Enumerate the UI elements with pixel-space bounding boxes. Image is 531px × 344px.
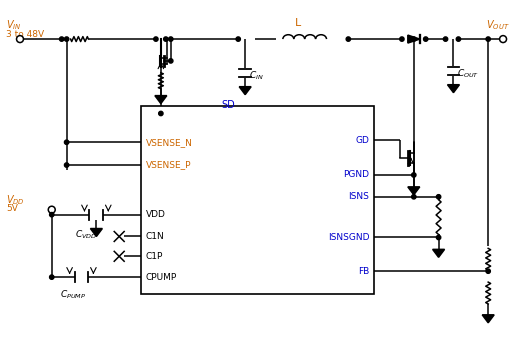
Text: $C_{VDD}$: $C_{VDD}$	[74, 228, 97, 241]
Polygon shape	[408, 35, 419, 43]
Circle shape	[436, 235, 441, 240]
Circle shape	[412, 173, 416, 177]
Circle shape	[400, 37, 404, 41]
Circle shape	[412, 37, 416, 41]
Text: CPUMP: CPUMP	[146, 273, 177, 282]
Circle shape	[59, 37, 64, 41]
Circle shape	[49, 275, 54, 279]
Text: FB: FB	[358, 267, 369, 276]
Text: C1N: C1N	[146, 232, 165, 241]
Bar	[141, 106, 374, 294]
Polygon shape	[155, 96, 167, 104]
Circle shape	[443, 37, 448, 41]
Text: GD: GD	[355, 136, 369, 145]
Circle shape	[486, 37, 490, 41]
Polygon shape	[448, 85, 459, 93]
Text: 3 to 48V: 3 to 48V	[6, 30, 44, 39]
Text: ISNS: ISNS	[348, 192, 369, 201]
Circle shape	[168, 59, 173, 63]
Circle shape	[159, 111, 163, 116]
Circle shape	[456, 37, 460, 41]
Text: $V_{IN}$: $V_{IN}$	[6, 18, 22, 32]
Circle shape	[64, 140, 69, 144]
Text: SD: SD	[221, 99, 235, 109]
Text: VSENSE_P: VSENSE_P	[146, 161, 192, 170]
Text: ISNSGND: ISNSGND	[328, 233, 369, 242]
Text: PGND: PGND	[343, 171, 369, 180]
Text: 5V: 5V	[6, 204, 18, 213]
Circle shape	[16, 36, 23, 43]
Text: C1P: C1P	[146, 252, 164, 261]
Text: $C_{IN}$: $C_{IN}$	[249, 69, 264, 82]
Circle shape	[153, 37, 158, 41]
Text: VDD: VDD	[146, 210, 166, 219]
Text: $C_{OUT}$: $C_{OUT}$	[457, 67, 479, 80]
Circle shape	[236, 37, 241, 41]
Polygon shape	[239, 87, 251, 95]
Text: $V_{OUT}$: $V_{OUT}$	[486, 18, 510, 32]
Circle shape	[49, 213, 54, 217]
Text: $C_{PUMP}$: $C_{PUMP}$	[59, 289, 85, 301]
Circle shape	[64, 163, 69, 167]
Circle shape	[64, 37, 69, 41]
Circle shape	[168, 37, 173, 41]
Circle shape	[424, 37, 428, 41]
Circle shape	[436, 195, 441, 199]
Circle shape	[346, 37, 350, 41]
Circle shape	[486, 269, 490, 273]
Text: VSENSE_N: VSENSE_N	[146, 138, 193, 147]
Polygon shape	[433, 249, 444, 257]
Text: $V_{DD}$: $V_{DD}$	[6, 193, 25, 207]
Polygon shape	[90, 228, 102, 236]
Circle shape	[500, 36, 507, 43]
Polygon shape	[482, 315, 494, 323]
Circle shape	[164, 37, 168, 41]
Text: L: L	[295, 18, 301, 28]
Polygon shape	[408, 187, 419, 195]
Circle shape	[412, 195, 416, 199]
Circle shape	[48, 206, 55, 213]
